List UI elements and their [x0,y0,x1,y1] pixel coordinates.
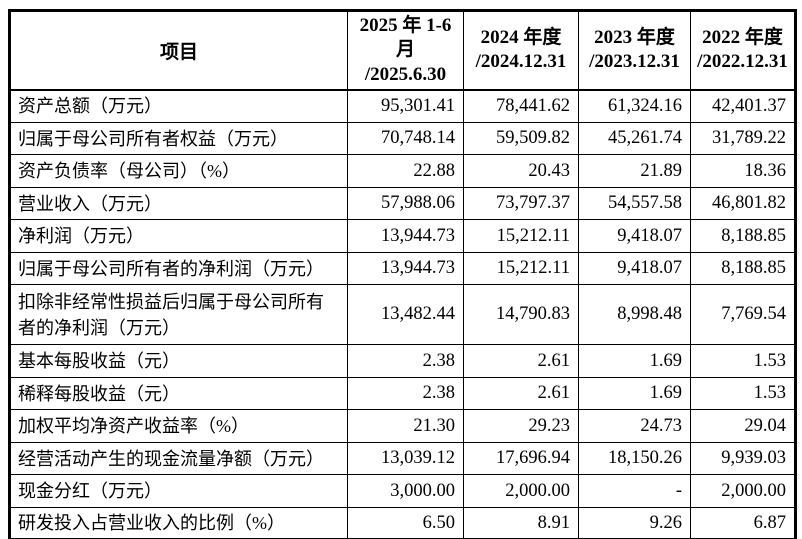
value-cell: 9,939.03 [690,441,796,476]
value-cell: 20.43 [463,154,579,188]
value-cell: 7,769.54 [690,284,796,346]
row-label: 稀释每股收益（元） [9,376,348,411]
row-label: 现金分红（万元） [9,474,348,508]
value-cell: - [578,474,691,508]
table-row-cash-dividend: 现金分红（万元） 3,000.00 2,000.00 - 2,000.00 [9,474,796,508]
row-label: 扣除非经常性损益后归属于母公司所有者的净利润（万元） [9,284,348,346]
value-cell: 2.38 [347,376,464,411]
table-row-diluted-eps: 稀释每股收益（元） 2.38 2.61 1.69 1.53 [9,376,796,411]
period-title: 2022 年度 [702,27,783,49]
value-cell: 61,324.16 [578,89,691,123]
table-row-rd-ratio: 研发投入占营业收入的比例（%） 6.50 8.91 9.26 6.87 [9,506,796,539]
table-row-parent-equity: 归属于母公司所有者权益（万元） 70,748.14 59,509.82 45,2… [9,121,796,156]
value-cell: 9,418.07 [578,251,691,286]
column-header-item: 项目 [9,9,348,91]
value-cell: 13,944.73 [347,251,464,286]
value-cell: 6.87 [690,506,796,539]
value-cell: 1.69 [578,344,691,378]
value-cell: 1.53 [690,376,796,411]
table-row-operating-cash-flow: 经营活动产生的现金流量净额（万元） 13,039.12 17,696.94 18… [9,441,796,476]
value-cell: 6.50 [347,506,464,539]
value-cell: 18,150.26 [578,441,691,476]
value-cell: 45,261.74 [578,121,691,156]
period-date: /2022.12.31 [697,51,788,73]
value-cell: 18.36 [690,154,796,188]
value-cell: 57,988.06 [347,186,464,221]
period-date: /2023.12.31 [589,51,680,73]
value-cell: 13,944.73 [347,219,464,253]
value-cell: 17,696.94 [463,441,579,476]
column-header-period-2022: 2022 年度 /2022.12.31 [690,9,796,91]
table-row-deducted-net-profit: 扣除非经常性损益后归属于母公司所有者的净利润（万元） 13,482.44 14,… [9,284,796,346]
row-label: 营业收入（万元） [9,186,348,221]
period-title: 2023 年度 [594,27,675,49]
column-header-period-2023: 2023 年度 /2023.12.31 [578,9,691,91]
value-cell: 15,212.11 [463,251,579,286]
table-row-operating-revenue: 营业收入（万元） 57,988.06 73,797.37 54,557.58 4… [9,186,796,221]
table-row-parent-net-profit: 归属于母公司所有者的净利润（万元） 13,944.73 15,212.11 9,… [9,251,796,286]
value-cell: 22.88 [347,154,464,188]
table-header-row: 项目 2025 年 1-6 月 /2025.6.30 2024 年度 /2024… [9,9,796,91]
value-cell: 24.73 [578,409,691,443]
table-row-total-assets: 资产总额（万元） 95,301.41 78,441.62 61,324.16 4… [9,89,796,123]
table-row-net-profit: 净利润（万元） 13,944.73 15,212.11 9,418.07 8,1… [9,219,796,253]
period-date: /2025.6.30 [364,63,447,85]
row-label: 加权平均净资产收益率（%） [9,409,348,443]
period-date: /2024.12.31 [475,51,567,73]
table-row-weighted-roe: 加权平均净资产收益率（%） 21.30 29.23 24.73 29.04 [9,409,796,443]
row-label: 基本每股收益（元） [9,344,348,378]
value-cell: 29.04 [690,409,796,443]
value-cell: 54,557.58 [578,186,691,221]
value-cell: 70,748.14 [347,121,464,156]
value-cell: 2,000.00 [690,474,796,508]
value-cell: 14,790.83 [463,284,579,346]
value-cell: 8,188.85 [690,219,796,253]
value-cell: 21.30 [347,409,464,443]
value-cell: 8,998.48 [578,284,691,346]
value-cell: 13,039.12 [347,441,464,476]
row-label: 归属于母公司所有者的净利润（万元） [9,251,348,286]
value-cell: 95,301.41 [347,89,464,123]
value-cell: 2.61 [463,344,579,378]
table-row-basic-eps: 基本每股收益（元） 2.38 2.61 1.69 1.53 [9,344,796,378]
value-cell: 3,000.00 [347,474,464,508]
value-cell: 31,789.22 [690,121,796,156]
row-label: 资产负债率（母公司）（%） [9,154,348,188]
value-cell: 78,441.62 [463,89,579,123]
value-cell: 8.91 [463,506,579,539]
column-header-period-2024: 2024 年度 /2024.12.31 [463,9,579,91]
value-cell: 2,000.00 [463,474,579,508]
column-header-period-2025: 2025 年 1-6 月 /2025.6.30 [347,9,464,91]
value-cell: 29.23 [463,409,579,443]
value-cell: 42,401.37 [690,89,796,123]
row-label: 经营活动产生的现金流量净额（万元） [9,441,348,476]
value-cell: 1.69 [578,376,691,411]
row-label: 研发投入占营业收入的比例（%） [9,506,348,539]
value-cell: 2.38 [347,344,464,378]
value-cell: 9,418.07 [578,219,691,253]
financial-indicators-table: 项目 2025 年 1-6 月 /2025.6.30 2024 年度 /2024… [8,9,797,539]
value-cell: 8,188.85 [690,251,796,286]
row-label: 归属于母公司所有者权益（万元） [9,121,348,156]
value-cell: 1.53 [690,344,796,378]
value-cell: 2.61 [463,376,579,411]
value-cell: 59,509.82 [463,121,579,156]
value-cell: 46,801.82 [690,186,796,221]
period-title: 2025 年 1-6 月 [359,15,452,61]
value-cell: 73,797.37 [463,186,579,221]
value-cell: 15,212.11 [463,219,579,253]
value-cell: 9.26 [578,506,691,539]
value-cell: 13,482.44 [347,284,464,346]
row-label: 资产总额（万元） [9,89,348,123]
row-label: 净利润（万元） [9,219,348,253]
period-title: 2024 年度 [480,27,562,49]
value-cell: 21.89 [578,154,691,188]
table-row-debt-ratio: 资产负债率（母公司）（%） 22.88 20.43 21.89 18.36 [9,154,796,188]
